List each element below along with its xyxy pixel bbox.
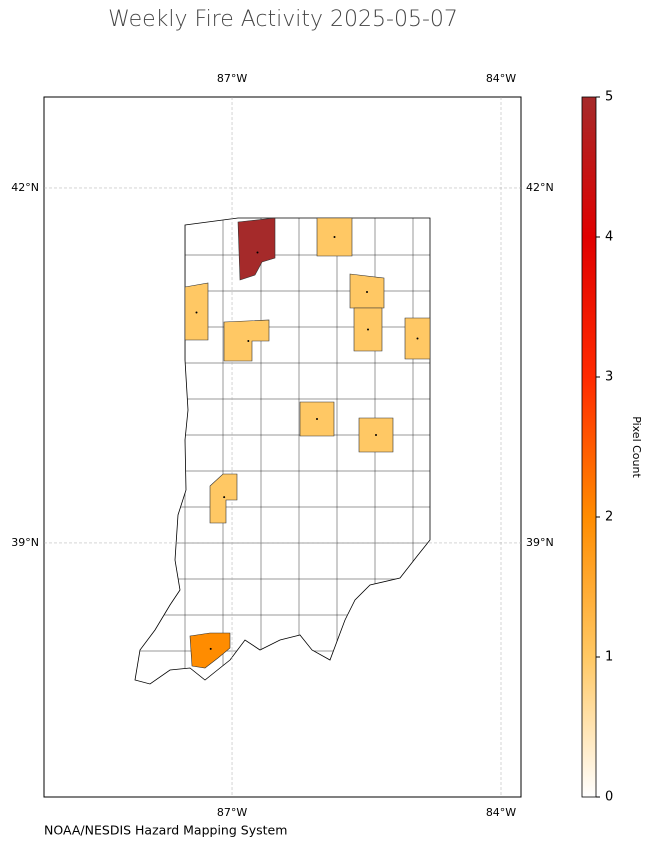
fire-dot [247, 340, 250, 342]
y-tick-label: 42°N [11, 181, 39, 194]
map-frame [43, 96, 522, 798]
county-lines [135, 218, 430, 684]
colorbar-tick-label: 1 [605, 650, 613, 665]
fire-dot [367, 328, 369, 331]
fire-dot [416, 337, 419, 340]
fire-county [209, 473, 238, 524]
colorbar-tick-label: 2 [605, 510, 613, 525]
fire-dot [195, 311, 198, 314]
fire-county [189, 632, 231, 669]
fire-dot [256, 251, 259, 254]
fire-dot [333, 236, 336, 238]
fire-dot [223, 496, 226, 499]
colorbar-tick-label: 3 [605, 370, 613, 385]
x-tick-label: 84°W [486, 72, 516, 85]
colorbar-tick-label: 5 [605, 90, 613, 105]
fire-dot [366, 291, 368, 293]
colorbar-tick-label: 4 [605, 230, 613, 245]
colorbar-tick-label: 0 [605, 790, 613, 805]
fire-dot [375, 434, 377, 436]
fire-county [223, 319, 270, 362]
fire-dot [209, 647, 212, 650]
y-tick-label: 42°N [526, 181, 554, 194]
y-tick-label: 39°N [11, 536, 39, 549]
y-tick-label: 39°N [526, 536, 554, 549]
fire-county [237, 217, 276, 281]
x-tick-label: 87°W [217, 806, 247, 819]
fire-dot [316, 418, 318, 420]
title: Weekly Fire Activity 2025-05-07 [108, 7, 458, 32]
x-tick-label: 84°W [486, 806, 516, 819]
x-tick-label: 87°W [217, 72, 247, 85]
source: NOAA/NESDIS Hazard Mapping System [44, 823, 287, 838]
colorbar [581, 96, 597, 798]
colorbar-label: Pixel Count [630, 416, 643, 478]
